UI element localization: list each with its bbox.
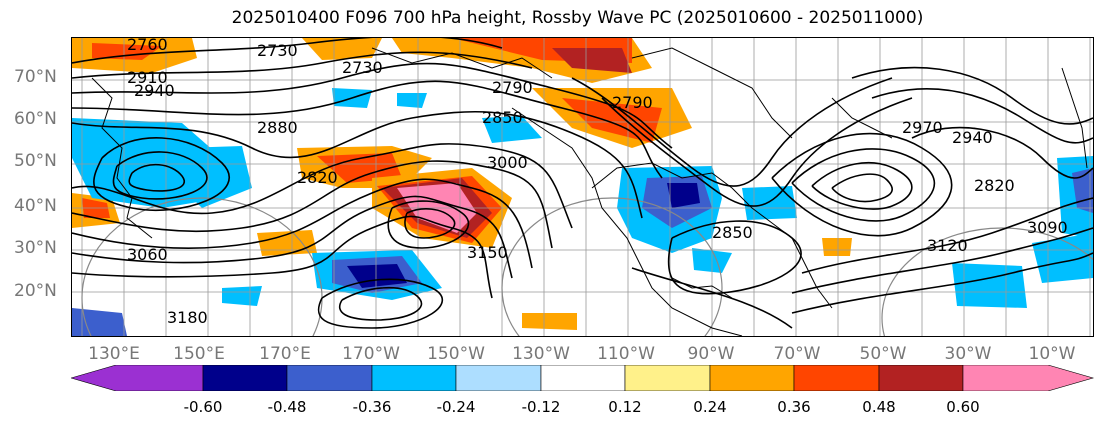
colorbar-segment-8	[793, 365, 880, 391]
colorbar-tick: -0.60	[183, 398, 223, 416]
lon-label-150e: 150°E	[173, 344, 225, 364]
contour-labels: 2760 2730 2910 2940 2790 2820 2850 2880 …	[127, 38, 1068, 327]
lat-label-70n: 70°N	[14, 67, 57, 87]
colorbar-tick: 0.24	[693, 398, 727, 416]
contour-label: 2940	[134, 81, 175, 100]
colorbar-tick: 0.12	[608, 398, 642, 416]
contour-label: 2850	[482, 108, 523, 127]
lon-label-130w: 130°W	[512, 344, 570, 364]
colorbar-segment-5	[540, 365, 626, 391]
colorbar-segment-7	[709, 365, 795, 391]
colorbar-tick: -0.12	[521, 398, 561, 416]
contour-label: 3120	[927, 236, 968, 255]
lon-label-10w: 10°W	[1028, 344, 1076, 364]
contour-label: 2820	[974, 176, 1015, 195]
map-canvas: 2760 2730 2910 2940 2790 2820 2850 2880 …	[72, 38, 1093, 336]
contour-label: 2790	[612, 93, 653, 112]
colorbar-segment-2	[286, 365, 373, 391]
colorbar-segment-1	[202, 365, 288, 391]
colorbar-segment-6	[624, 365, 711, 391]
contour-label: 2730	[257, 41, 298, 60]
colorbar-segment-4	[455, 365, 542, 391]
lat-label-50n: 50°N	[14, 151, 57, 171]
coastlines	[91, 47, 1088, 336]
contour-label: 2910	[127, 68, 168, 87]
contour-label: 2790	[492, 78, 533, 97]
anomaly-fill	[72, 38, 1093, 336]
colorbar-segment-10	[962, 365, 1095, 391]
contour-label: 3060	[127, 245, 168, 264]
contour-label: 3180	[167, 308, 208, 327]
lat-label-40n: 40°N	[14, 196, 57, 216]
lon-label-170w: 170°W	[342, 344, 400, 364]
map-panel: 2760 2730 2910 2940 2790 2820 2850 2880 …	[71, 37, 1094, 337]
lat-label-60n: 60°N	[14, 109, 57, 129]
lat-label-20n: 20°N	[14, 281, 57, 301]
lon-label-150w: 150°W	[427, 344, 485, 364]
contour-label: 3090	[1027, 218, 1068, 237]
contour-label: 2730	[342, 58, 383, 77]
lon-label-50w: 50°W	[859, 344, 907, 364]
contour-label: 2850	[712, 223, 753, 242]
lat-label-30n: 30°N	[14, 238, 57, 258]
colorbar-tick: 0.48	[862, 398, 896, 416]
contour-label: 3150	[467, 243, 508, 262]
colorbar-svg	[71, 365, 1095, 391]
colorbar-segment-9	[878, 365, 964, 391]
contour-label: 3000	[487, 153, 528, 172]
contour-label: 2970	[902, 118, 943, 137]
colorbar-tick: -0.48	[267, 398, 307, 416]
domain-circles	[81, 197, 1093, 336]
height-contours	[72, 38, 1093, 329]
map-title: 2025010400 F096 700 hPa height, Rossby W…	[231, 8, 924, 28]
contour-label: 2940	[952, 128, 993, 147]
colorbar-tick: 0.36	[777, 398, 811, 416]
colorbar-segment-0	[71, 365, 204, 391]
contour-label: 2820	[297, 168, 338, 187]
colorbar-tick: -0.24	[436, 398, 476, 416]
lon-label-30w: 30°W	[944, 344, 992, 364]
lon-label-130e: 130°E	[88, 344, 140, 364]
colorbar-segment-3	[371, 365, 457, 391]
lon-label-90w: 90°W	[687, 344, 735, 364]
colorbar	[71, 365, 1096, 391]
colorbar-tick: -0.36	[352, 398, 392, 416]
lon-label-70w: 70°W	[773, 344, 821, 364]
lon-label-110w: 110°W	[597, 344, 655, 364]
contour-label: 2760	[127, 38, 168, 54]
colorbar-tick: 0.60	[946, 398, 980, 416]
lon-label-170e: 170°E	[259, 344, 311, 364]
contour-label: 2880	[257, 118, 298, 137]
